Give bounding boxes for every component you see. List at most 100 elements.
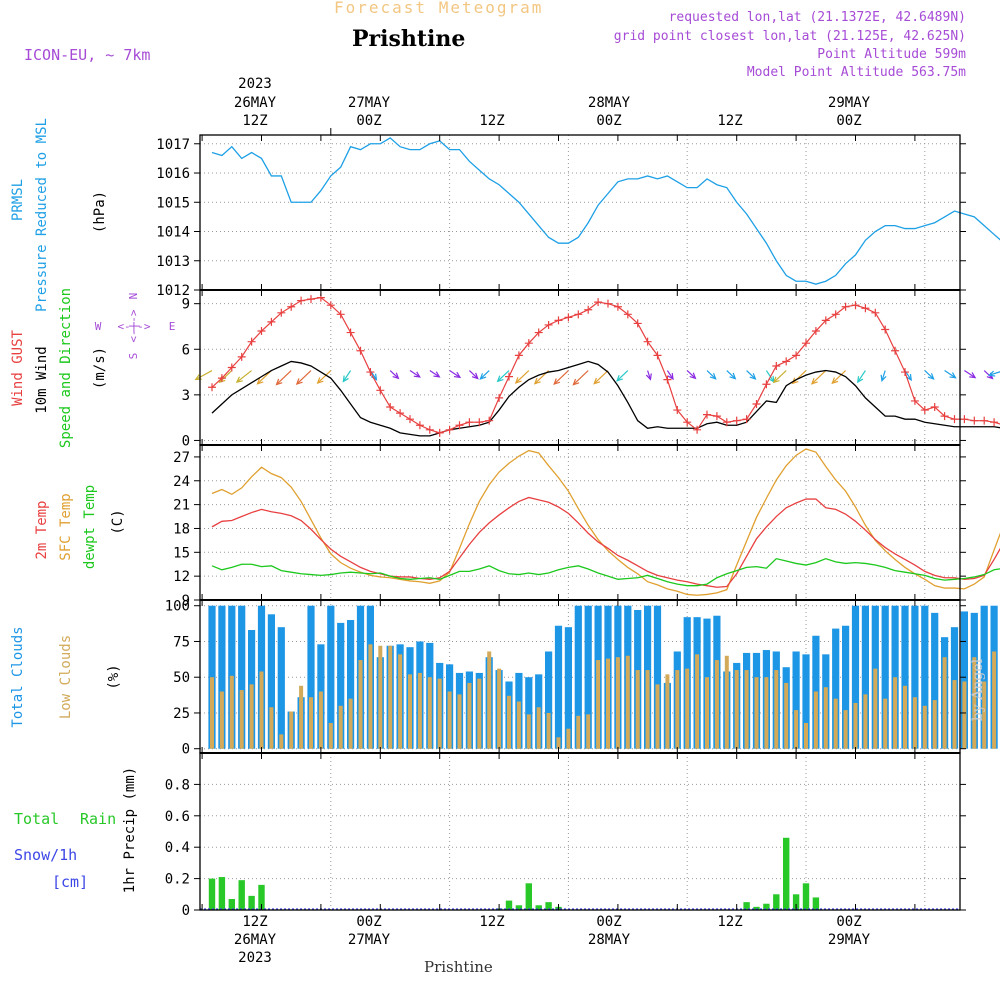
low-cloud-bar <box>823 687 828 749</box>
bottom-date-27may: 27MAY <box>347 932 391 948</box>
low-cloud-bar <box>546 712 551 749</box>
grid-point-coords: grid point closest lon,lat (21.125E, 42.… <box>613 29 966 44</box>
total-cloud-bar <box>851 605 860 749</box>
low-cloud-bar <box>833 698 838 749</box>
wind-gust-marker <box>356 346 365 355</box>
top-time-12z-3: 12Z <box>717 113 743 129</box>
watermark: by Angel <box>970 658 986 721</box>
total-cloud-bar <box>218 605 226 749</box>
low-cloud-bar <box>992 651 997 749</box>
wind-arrow <box>944 370 956 379</box>
top-time-12z-2: 12Z <box>479 113 505 129</box>
wind-arrow <box>389 370 399 379</box>
wind-arrow-head <box>392 372 400 380</box>
wind-arrow-head <box>235 376 243 383</box>
wind-arrow-head <box>880 374 887 383</box>
y-tick-label: 25 <box>173 706 190 722</box>
wind-gust-marker <box>940 412 949 421</box>
wind-arrow-head <box>831 377 839 385</box>
bottom-date-29may: 29MAY <box>827 932 871 948</box>
low-cloud-bar <box>873 668 878 749</box>
wind-gust-marker <box>455 421 464 430</box>
low-cloud-bar <box>348 698 353 749</box>
low-cloud-bar <box>576 715 581 749</box>
bottom-date-26may: 26MAY <box>233 932 277 948</box>
wind-gust-marker <box>703 410 711 419</box>
temp-2m-line <box>211 496 1000 588</box>
low-cloud-bar <box>645 670 650 749</box>
bottom-time-12z-2: 12Z <box>479 914 505 930</box>
y-tick-label: 1013 <box>156 254 190 270</box>
top-time-00z-3: 00Z <box>836 113 862 129</box>
y-tick-label: 0.4 <box>165 840 190 856</box>
bottom-time-00z-1: 00Z <box>356 914 382 930</box>
wind-gust-marker <box>445 425 454 434</box>
low-cloud-bar <box>853 702 858 749</box>
wind-arrow <box>449 370 461 378</box>
wind-gust-marker <box>237 352 246 361</box>
wind-gust-marker <box>376 386 385 395</box>
low-cloud-bar <box>734 670 739 749</box>
wind-gust-marker <box>762 380 771 389</box>
bottom-time-00z-3: 00Z <box>836 914 862 930</box>
wind-gust-marker <box>960 415 969 424</box>
low-cloud-bar <box>219 691 224 749</box>
low-cloud-bar <box>378 645 383 749</box>
rain-bar <box>773 894 780 910</box>
low-cloud-bar <box>358 660 363 749</box>
total-cloud-bar <box>931 612 939 749</box>
y-tick-label: 6 <box>182 342 190 358</box>
low-cloud-bar <box>962 681 967 749</box>
wind-arrow-head <box>667 372 674 381</box>
wind-gust-marker <box>465 418 474 427</box>
wind-gust-marker <box>425 425 434 434</box>
wind-gust-marker <box>554 316 563 325</box>
rain-bar <box>783 837 790 910</box>
low-cloud-bar <box>794 710 799 749</box>
total-cloud-bar <box>653 605 662 749</box>
panel-bg-0 <box>200 135 960 290</box>
low-cloud-bar <box>566 728 571 749</box>
wind-arrow-head <box>453 371 462 379</box>
wind-gust-marker <box>524 339 533 348</box>
low-cloud-bar <box>239 690 244 749</box>
wind-gust-marker <box>386 403 395 412</box>
low-cloud-bar <box>507 695 511 749</box>
wind-gust-marker <box>287 302 296 311</box>
total-cloud-bar <box>525 677 533 749</box>
wind-gust-marker <box>990 418 999 427</box>
total-cloud-bar <box>307 605 315 749</box>
low-cloud-bar <box>665 674 670 749</box>
rain-bar <box>802 883 810 910</box>
wind-arrow <box>666 370 674 380</box>
rain-bar <box>743 902 750 910</box>
precip-legend-rain: Rain <box>80 810 117 828</box>
wind-gust-marker <box>980 416 989 425</box>
wind-10m-line <box>211 360 1000 437</box>
wind-arrow-head <box>342 375 349 383</box>
low-cloud-bar <box>487 651 492 749</box>
wind-arrow <box>296 370 312 385</box>
wind-gust-marker <box>861 304 870 313</box>
low-cloud-bar <box>972 657 977 749</box>
wind-arrow <box>479 370 490 380</box>
low-cloud-bar <box>903 685 907 749</box>
top-year-label: 2023 <box>238 76 272 92</box>
y-tick-label: 0.6 <box>165 809 190 825</box>
wind-arrow-head <box>969 372 977 379</box>
wind-gust-marker <box>277 308 286 317</box>
low-cloud-bar <box>289 711 294 749</box>
forecast-title: Forecast Meteogram <box>334 0 544 17</box>
wind-arrow <box>831 370 847 384</box>
panel-bg-4 <box>200 753 960 910</box>
wind-arrow-head <box>533 377 541 385</box>
wind-gust-marker <box>326 301 335 310</box>
top-date-29may: 29MAY <box>827 95 871 111</box>
low-cloud-bar <box>467 682 472 749</box>
y-tick-label: 1012 <box>156 283 190 299</box>
precip-legend-unit: [cm] <box>52 873 89 891</box>
wind-gust-marker <box>495 393 504 402</box>
low-cloud-bar <box>912 697 917 749</box>
total-cloud-bar <box>960 611 968 749</box>
low-cloud-bar <box>724 655 729 749</box>
